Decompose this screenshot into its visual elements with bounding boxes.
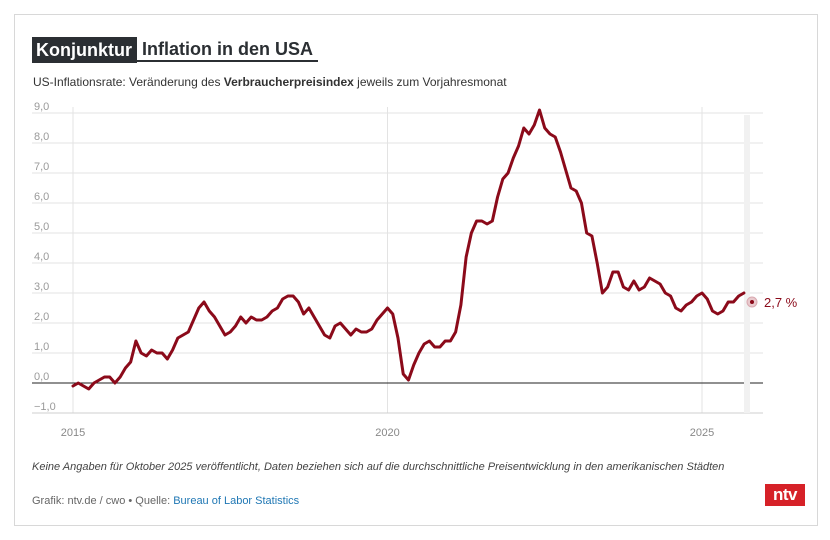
subtitle-text-end: jeweils zum Vorjahresmonat (353, 75, 507, 89)
y-tick-label: −1,0 (34, 401, 56, 413)
credit-text: Grafik: ntv.de / cwo • Quelle: (32, 495, 174, 507)
y-tick-label: 9,0 (34, 101, 49, 113)
chart-card (14, 14, 818, 526)
category-tag[interactable]: Konjunktur (32, 37, 137, 63)
latest-value-label: 2,7 % (764, 295, 798, 310)
latest-value-dot (750, 300, 754, 304)
y-tick-label: 6,0 (34, 191, 49, 203)
x-tick-label: 2015 (61, 427, 85, 439)
inflation-series-line (71, 108, 746, 391)
page-title: Inflation in den USA (137, 38, 318, 62)
source-link[interactable]: Bureau of Labor Statistics (173, 495, 300, 507)
y-tick-label: 0,0 (34, 371, 49, 383)
y-tick-label: 7,0 (34, 161, 49, 173)
ntv-logo[interactable]: ntv (765, 484, 805, 506)
y-tick-label: 4,0 (34, 251, 49, 263)
subtitle-text-bold: Verbraucherpreisindex (223, 75, 354, 89)
x-tick-label: 2025 (690, 427, 714, 439)
y-tick-label: 5,0 (34, 221, 49, 233)
title-row: Konjunktur Inflation in den USA (32, 37, 318, 63)
subtitle-text-start: US-Inflationsrate: Veränderung des (33, 75, 224, 89)
source-line: Grafik: ntv.de / cwo • Quelle: Bureau of… (32, 495, 299, 507)
footnote: Keine Angaben für Oktober 2025 veröffent… (32, 461, 725, 473)
chart-subtitle: US-Inflationsrate: Veränderung des Verbr… (33, 75, 507, 89)
y-tick-label: 8,0 (34, 131, 49, 143)
y-tick-label: 3,0 (34, 281, 49, 293)
y-tick-label: 2,0 (34, 311, 49, 323)
latest-highlight-band (744, 115, 750, 413)
y-tick-label: 1,0 (34, 341, 49, 353)
x-tick-label: 2020 (375, 427, 399, 439)
